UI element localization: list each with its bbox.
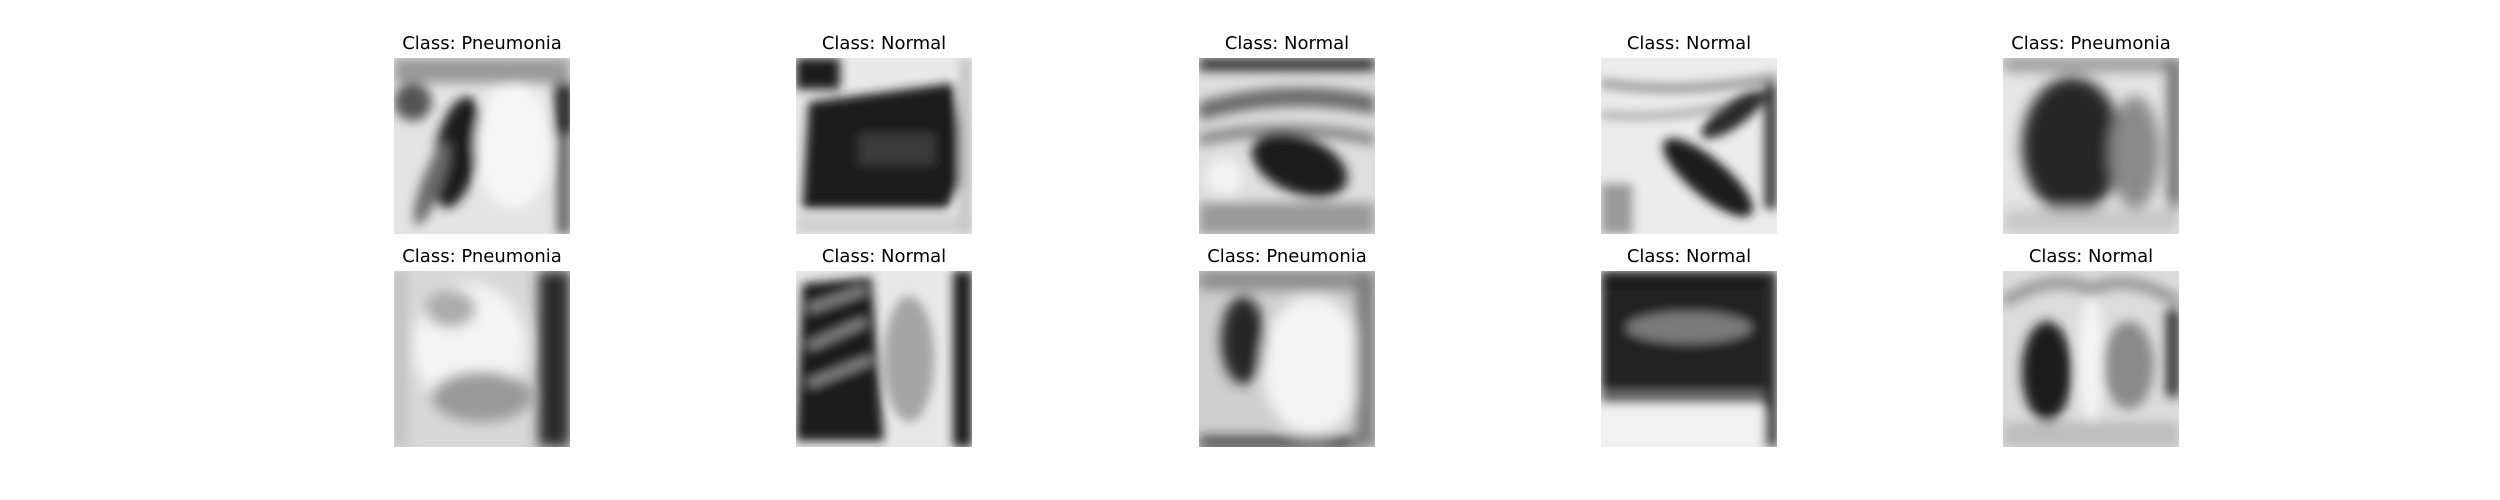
xray-image xyxy=(796,58,972,234)
xray-image xyxy=(1601,271,1777,447)
xray-image xyxy=(1199,271,1375,447)
panel-title: Class: Normal xyxy=(1626,246,1752,267)
xray-image xyxy=(394,58,570,234)
panel-title: Class: Normal xyxy=(821,33,947,54)
panel-title: Class: Pneumonia xyxy=(402,246,562,267)
panel-title: Class: Pneumonia xyxy=(402,33,562,54)
panel-title: Class: Normal xyxy=(1224,33,1350,54)
panel-title: Class: Normal xyxy=(2028,246,2154,267)
xray-image xyxy=(2003,58,2179,234)
xray-image xyxy=(796,271,972,447)
xray-image xyxy=(1601,58,1777,234)
xray-image xyxy=(2003,271,2179,447)
panel-title: Class: Pneumonia xyxy=(2011,33,2171,54)
xray-image xyxy=(1199,58,1375,234)
panel-title: Class: Normal xyxy=(1626,33,1752,54)
panel-title: Class: Pneumonia xyxy=(1207,246,1367,267)
xray-image xyxy=(394,271,570,447)
panel-title: Class: Normal xyxy=(821,246,947,267)
